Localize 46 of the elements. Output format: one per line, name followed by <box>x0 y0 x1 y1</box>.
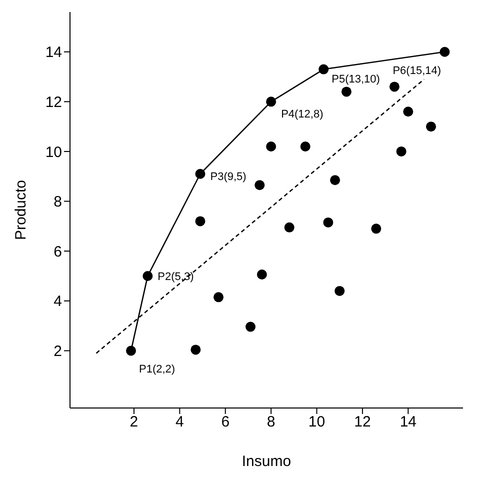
point <box>266 141 276 152</box>
annotation: P6(15,14) <box>392 64 442 77</box>
x-tick-label: 10 <box>308 414 326 431</box>
point <box>389 82 400 92</box>
annotation: P4(12,8) <box>281 108 324 121</box>
x-tick-label: 12 <box>354 414 371 431</box>
x-tick-label: 8 <box>266 414 276 431</box>
annotation: P5(13,10) <box>332 73 380 86</box>
x-tick-label: 4 <box>176 414 184 431</box>
point <box>396 146 406 156</box>
point <box>195 168 206 179</box>
point <box>403 106 414 117</box>
annotation: P2(5,3) <box>158 271 194 283</box>
x-tick-label: 6 <box>221 414 230 431</box>
y-tick-label: 4 <box>54 293 62 310</box>
annotation: P3(9,5) <box>210 170 246 183</box>
point <box>371 224 382 234</box>
y-tick-label: 2 <box>54 343 62 360</box>
x-tick-label: 14 <box>400 414 417 431</box>
point <box>323 217 334 228</box>
point <box>334 286 345 296</box>
point <box>266 96 276 107</box>
point <box>126 346 136 356</box>
point <box>318 64 329 74</box>
point <box>195 216 206 226</box>
point <box>190 344 201 355</box>
y-axis-title: Producto <box>12 180 30 240</box>
point <box>300 141 310 152</box>
x-axis-title: Insumo <box>242 453 292 470</box>
y-tick-label: 6 <box>54 243 62 260</box>
x-tick-label: 2 <box>130 414 138 431</box>
point <box>214 292 224 302</box>
y-tick-label: 8 <box>54 194 62 211</box>
point <box>254 180 265 190</box>
point <box>330 175 340 186</box>
point <box>440 46 450 57</box>
point <box>341 86 352 97</box>
y-tick-label: 12 <box>45 94 62 111</box>
point <box>284 222 294 232</box>
y-tick-label: 14 <box>45 44 62 62</box>
point <box>256 270 267 280</box>
point <box>142 271 153 281</box>
y-tick-label: 10 <box>45 144 62 161</box>
annotation: P1(2,2) <box>139 364 176 376</box>
point <box>246 322 256 332</box>
point <box>426 122 436 132</box>
